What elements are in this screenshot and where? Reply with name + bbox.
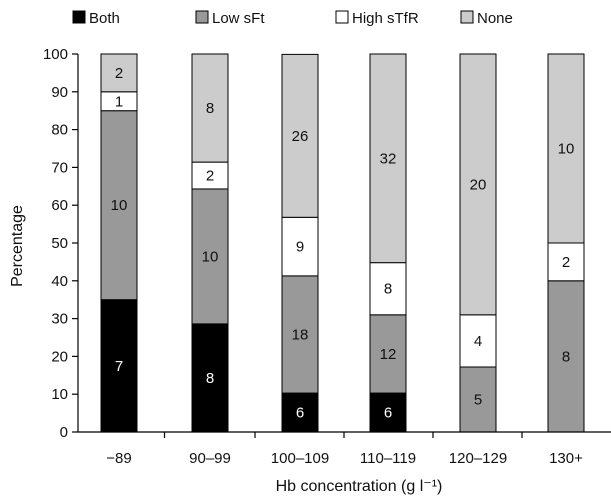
x-tick-label: 100–109 <box>271 450 329 467</box>
bar-segment <box>281 53 319 218</box>
y-tick-label: 60 <box>51 197 68 214</box>
bar-segment <box>547 53 585 244</box>
bar-segment <box>369 53 407 264</box>
bar-segment <box>547 280 585 433</box>
x-tick-label: 120–129 <box>449 450 507 467</box>
y-tick-label: 70 <box>51 159 68 176</box>
x-axis-title: Hb concentration (g l⁻¹) <box>276 478 443 495</box>
bar-segment <box>459 314 497 368</box>
bar-segment-label: 10 <box>558 141 575 158</box>
bar-segment-label: 6 <box>296 405 304 422</box>
bar-segment-label: 8 <box>384 281 392 298</box>
bar-segment <box>369 314 407 394</box>
bar-segment-label: 9 <box>296 239 304 256</box>
x-tick-label: −89 <box>106 450 131 467</box>
bar-segment-label: 2 <box>115 65 123 82</box>
x-tick-label: 110–119 <box>360 450 416 467</box>
bar-segment-label: 7 <box>115 358 123 375</box>
legend-swatch <box>460 10 474 24</box>
legend-swatch <box>72 10 86 24</box>
bar-segment <box>459 53 497 316</box>
bar-segment-label: 1 <box>115 93 123 110</box>
bar-segment-label: 8 <box>206 100 214 117</box>
bar-segment-label: 2 <box>562 254 570 271</box>
bar-segment-label: 10 <box>202 248 219 265</box>
bar-segment-label: 4 <box>474 333 482 350</box>
x-tick-label: 90–99 <box>189 450 231 467</box>
bar-segment-label: 2 <box>206 168 214 185</box>
y-tick-label: 100 <box>43 46 68 63</box>
bar-segment <box>281 275 319 394</box>
bar-segment <box>281 392 319 433</box>
bar-segment-label: 18 <box>292 326 309 343</box>
y-tick-label: 20 <box>51 348 68 365</box>
y-tick-label: 50 <box>51 235 68 252</box>
bar-segment-label: 32 <box>380 150 397 167</box>
bar-segment-label: 6 <box>384 405 392 422</box>
bar-segment-label: 8 <box>562 348 570 365</box>
legend-label: Both <box>89 10 120 27</box>
bar-segment-label: 26 <box>292 128 309 145</box>
legend-label: High sTfR <box>352 10 419 27</box>
y-tick-label: 90 <box>51 84 68 101</box>
legend-label: Low sFt <box>212 10 265 27</box>
bar-segment-label: 10 <box>111 197 128 214</box>
legend: Both Low sFt High sTfR None <box>72 10 513 27</box>
legend-label: None <box>477 10 513 27</box>
bar-segment <box>191 53 229 163</box>
y-tick-label: 10 <box>51 386 68 403</box>
bar-segment <box>369 392 407 433</box>
legend-swatch <box>335 10 349 24</box>
bar-segment-label: 12 <box>380 346 397 363</box>
bar-segment <box>459 366 497 433</box>
bar-segment <box>100 299 138 433</box>
y-tick-label: 40 <box>51 273 68 290</box>
bar-segment <box>100 53 138 93</box>
bar-segment-label: 20 <box>470 176 487 193</box>
bar-segment-label: 5 <box>474 391 482 408</box>
y-tick-label: 30 <box>51 311 68 328</box>
bar-segment <box>191 188 229 325</box>
bar-segment <box>191 161 229 190</box>
y-tick-label: 0 <box>60 424 68 441</box>
y-axis-title: Percentage <box>9 205 26 287</box>
bar-segment-label: 8 <box>206 370 214 387</box>
bar-segment <box>100 110 138 301</box>
bar-segment <box>547 242 585 282</box>
x-tick-label: 130+ <box>549 450 583 467</box>
legend-swatch <box>195 10 209 24</box>
y-tick-label: 80 <box>51 122 68 139</box>
